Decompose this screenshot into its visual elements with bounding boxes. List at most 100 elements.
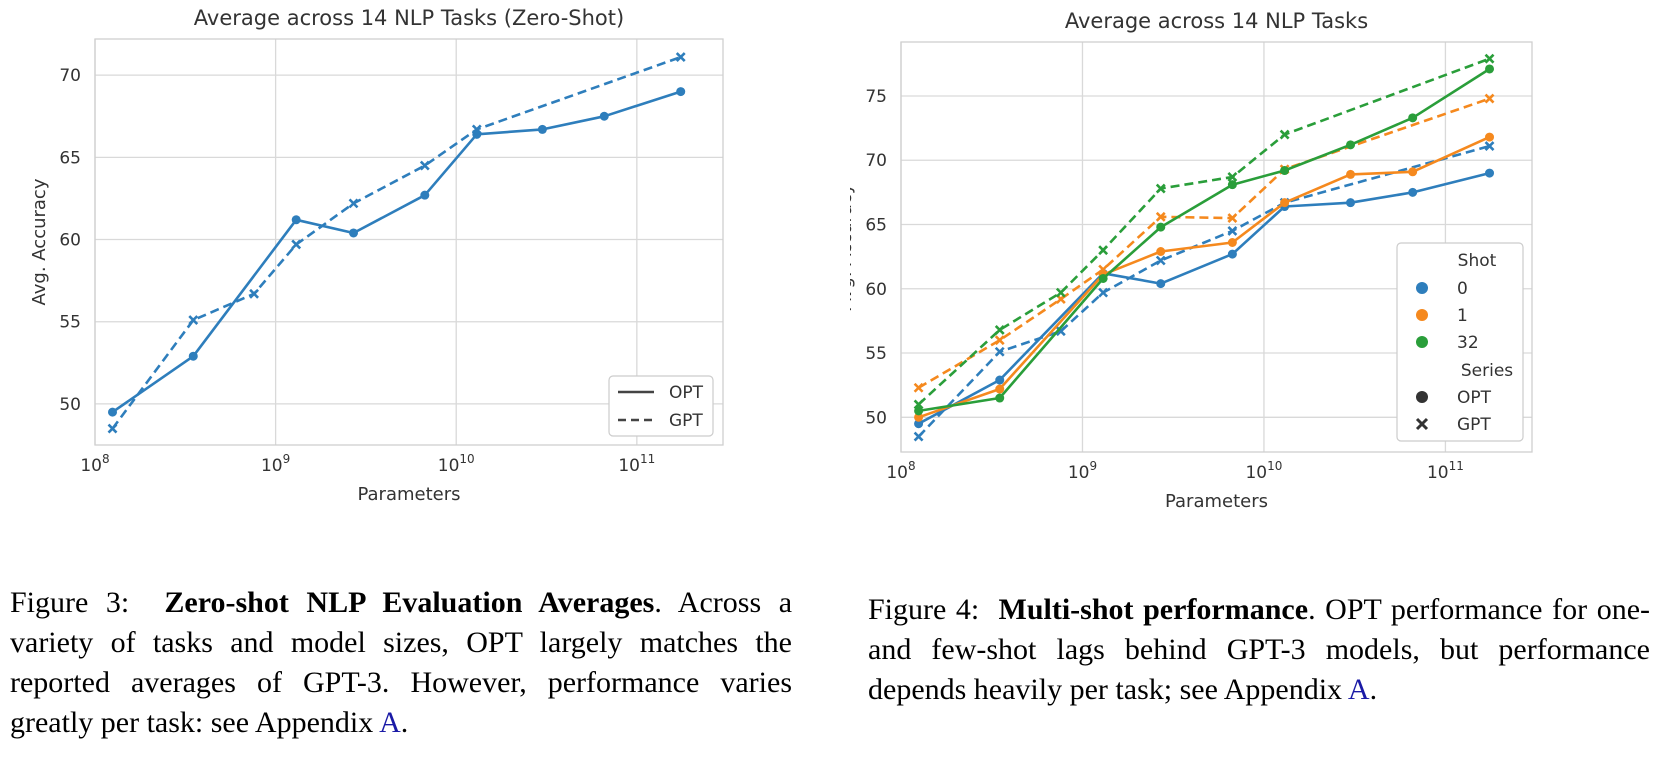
data-point [1055,287,1066,298]
legend-label-gpt: GPT [1457,415,1491,435]
data-point [1279,129,1290,140]
caption-bold-title: Zero-shot NLP Evaluation Averages [164,586,655,619]
data-point [995,393,1005,403]
multi-shot-chart: 108 109 1010 1011 50 55 60 65 70 75 Average across… [850,9,1533,512]
grid [94,39,723,445]
data-point [249,288,260,299]
appendix-link[interactable]: A [1347,673,1370,706]
data-point [537,124,547,134]
chart-title: Average across 14 NLP Tasks (Zero-Shot) [194,6,624,30]
y-tick-label: 60 [59,231,81,251]
legend-label-shot-0: 0 [1457,279,1468,299]
x-axis-label: Parameters [1165,491,1268,512]
data-point [914,419,924,429]
zero-shot-chart: 108 109 1010 1011 50 55 60 65 70 Average across 1… [29,6,724,505]
figure-4-caption: Figure 4: Multi-shot performance. OPT pe… [868,590,1650,710]
data-point [1227,213,1238,224]
legend: Shot 0 1 32 Series OPT GPT [1396,242,1524,442]
data-point [675,52,686,63]
data-point [1485,64,1495,74]
plot-frame [94,38,724,446]
data-point [994,346,1005,357]
data-point [1227,249,1237,259]
x-tick-label: 108 [80,452,109,476]
caption-label: Figure 4: [868,593,980,626]
x-tick-label: 109 [261,452,290,476]
data-point [1346,198,1356,208]
data-point [913,399,924,410]
legend-marker-opt [1416,391,1428,403]
data-point [1155,255,1166,266]
y-tick-label: 75 [865,87,887,107]
x-tick-label: 1011 [618,452,655,476]
caption-end: . [1369,673,1378,706]
data-point [1156,279,1166,289]
data-point [1155,211,1166,222]
data-point [188,315,199,325]
y-tick-label: 70 [59,66,81,86]
x-axis-label: Parameters [357,484,460,505]
data-point [1280,166,1290,176]
legend-marker-shot-0 [1416,282,1428,294]
data-point [1346,169,1356,179]
y-tick-label: 50 [865,408,887,428]
plot-frame [900,41,1533,453]
series-line [917,144,1490,438]
data-point [291,239,302,250]
series-line [111,90,682,414]
legend-title-series: Series [1461,361,1513,381]
x-tick-label: 1010 [438,452,475,476]
data-point [108,407,118,417]
series-gpt-shot-32 [913,53,1495,410]
data-point [1280,198,1290,208]
series-line [917,57,1490,406]
appendix-link[interactable]: A [379,706,401,739]
data-point [994,335,1005,346]
data-point [107,423,118,434]
data-point [419,160,430,171]
x-tick-label: 1011 [1427,459,1464,483]
series-line [917,97,1490,389]
y-tick-label: 65 [865,216,887,236]
caption-end: . [400,706,409,739]
data-point [1098,273,1108,283]
series-gpt [107,52,686,434]
y-axis-label: Avg. Accuracy [29,178,50,305]
data-point [349,228,359,238]
y-tick-label: 60 [865,280,887,300]
data-point [913,431,924,442]
series-opt [108,87,686,417]
caption-bold-title: Multi-shot performance [998,593,1309,626]
legend-label-shot-1: 1 [1457,306,1468,326]
data-point [1227,180,1237,190]
data-point [1156,222,1166,232]
data-point [1155,183,1166,194]
chart-title: Average across 14 NLP Tasks [1065,9,1368,33]
data-point [914,412,924,422]
caption-label: Figure 3: [10,586,130,619]
x-tick-label: 1010 [1245,459,1282,483]
data-point [1156,246,1166,256]
data-point [913,382,924,393]
y-tick-label: 70 [865,151,887,171]
data-point [348,198,359,209]
y-tick-label: 55 [59,313,81,333]
data-point [1408,187,1418,197]
legend-label-shot-32: 32 [1457,333,1479,353]
data-point [1485,168,1495,178]
series-line [111,55,682,430]
data-point [994,324,1005,335]
data-point [420,190,430,200]
series-opt-shot-32 [914,64,1495,416]
legend-label-opt: OPT [669,383,704,403]
data-point [1484,93,1495,104]
caption-text: . Across a variety of tasks and model si… [10,586,793,739]
series-gpt-shot-0 [913,141,1495,442]
data-point [995,384,1005,394]
y-tick-label: 50 [59,395,81,415]
legend-label-opt: OPT [1457,388,1492,408]
data-point [1227,172,1238,182]
data-point [676,87,686,97]
legend-label-gpt: GPT [669,411,703,431]
legend-box [1396,242,1524,442]
